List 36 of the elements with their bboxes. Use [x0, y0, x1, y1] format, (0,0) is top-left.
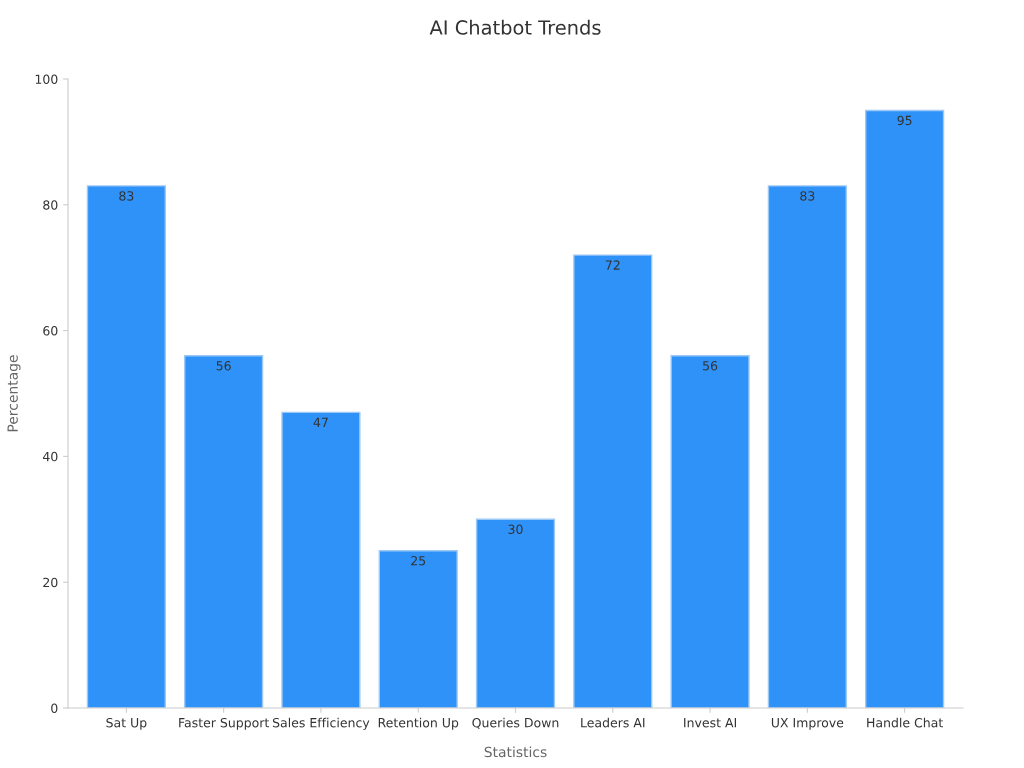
data-label: 25	[411, 556, 426, 566]
y-axis-title: Percentage	[7, 355, 21, 432]
data-label: 56	[703, 361, 718, 371]
x-tick-label: Sales Efficiency	[272, 717, 370, 730]
x-tick-label: Invest AI	[684, 718, 736, 728]
bar	[475, 518, 556, 708]
data-label: 83	[119, 191, 134, 201]
bar	[86, 185, 166, 708]
x-tick-label: Retention Up	[378, 717, 459, 730]
data-label: 47	[313, 417, 328, 427]
y-tick-label: 40	[42, 451, 58, 462]
data-label: 72	[605, 260, 620, 270]
x-tick-label: Queries Down	[472, 717, 559, 729]
y-tick-label: 100	[35, 74, 58, 84]
bar	[670, 355, 750, 708]
y-tick-label: 20	[43, 577, 58, 588]
x-tick-label: Faster Support	[179, 717, 270, 730]
data-label: 83	[800, 191, 815, 201]
bar	[184, 355, 264, 708]
bar	[767, 185, 847, 708]
x-axis-title: Statistics	[484, 746, 547, 758]
data-label: 56	[216, 361, 231, 371]
data-label: 95	[897, 115, 912, 126]
bar	[281, 411, 361, 708]
x-tick-label: Leaders AI	[581, 717, 645, 728]
data-label: 30	[508, 524, 523, 535]
x-tick-label: UX Improve	[771, 718, 844, 730]
bar	[378, 550, 458, 708]
x-tick-label: Sat Up	[106, 717, 147, 730]
chart-title: AI Chatbot Trends	[429, 19, 601, 35]
bar	[573, 254, 653, 708]
y-tick-label: 60	[43, 326, 58, 336]
y-tick-label: 0	[51, 703, 58, 713]
y-tick-label: 80	[43, 200, 58, 210]
bar	[865, 109, 945, 708]
x-tick-label: Handle Chat	[867, 717, 943, 728]
